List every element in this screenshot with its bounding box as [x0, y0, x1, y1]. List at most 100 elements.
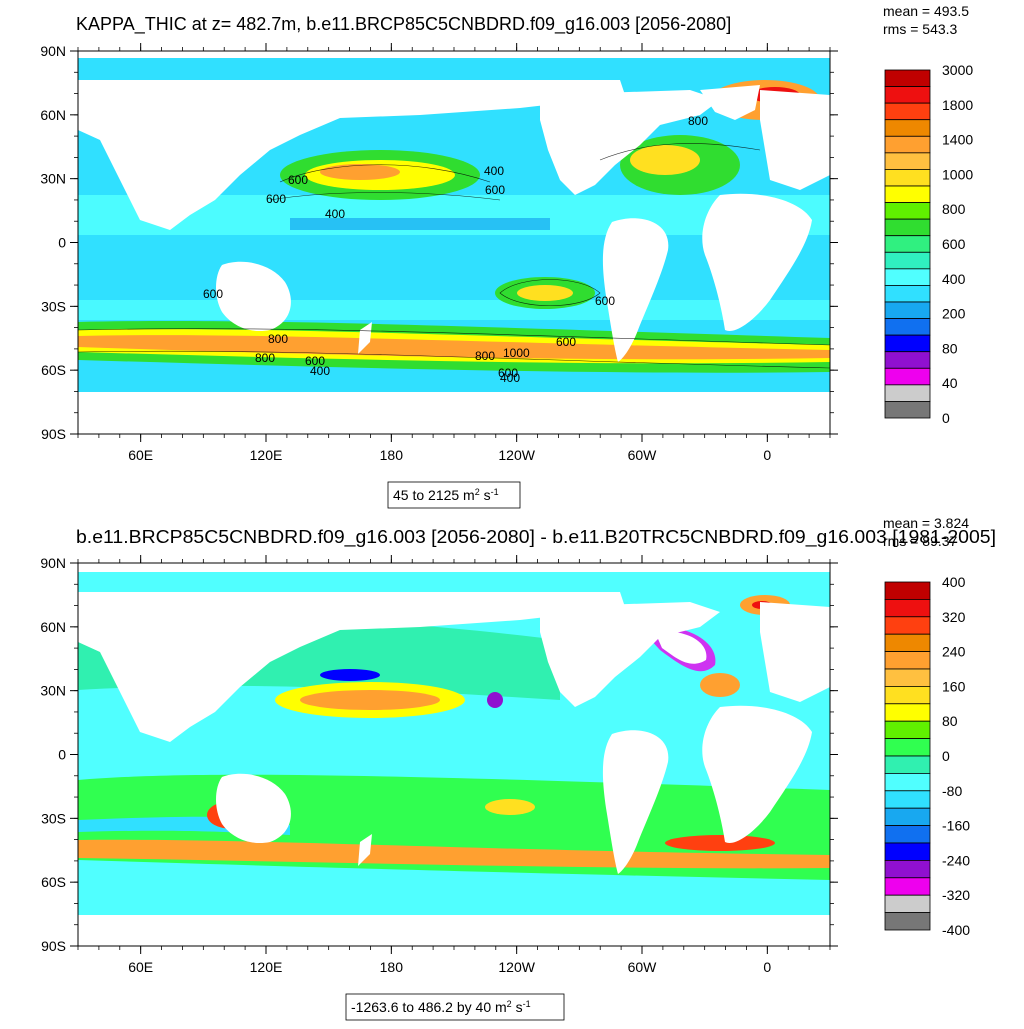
lon-tick-label: 60W: [628, 959, 658, 975]
colorbar-swatch: [884, 842, 931, 861]
colorbar-swatch: [884, 599, 931, 618]
colorbar-swatch: [884, 755, 931, 774]
colorbar-label: 240: [942, 644, 966, 660]
top-mean-label: mean = 493.5: [883, 3, 969, 19]
bottom-colorbar: 400 320 240 160 80 0 -80 -160 -240 -320 -400: [884, 574, 970, 938]
colorbar-swatch: [884, 185, 931, 203]
colorbar-label: -80: [942, 783, 962, 799]
colorbar-label: 600: [942, 236, 966, 252]
contour-label: 800: [255, 351, 275, 365]
colorbar-swatch: [884, 912, 931, 931]
colorbar-swatch: [884, 738, 931, 757]
lon-tick-label: 120W: [498, 959, 535, 975]
contour-label: 600: [595, 294, 615, 308]
contour-label: 600: [498, 366, 518, 380]
colorbar-swatch: [884, 825, 931, 844]
lat-tick-label: 30N: [40, 171, 66, 187]
lon-tick-label: 60E: [128, 959, 153, 975]
contour-label: 800: [688, 114, 708, 128]
contour-label: 400: [325, 207, 345, 221]
top-panel: KAPPA_THIC at z= 482.7m, b.e11.BRCP85C5C…: [40, 3, 973, 509]
top-panel-title: KAPPA_THIC at z= 482.7m, b.e11.BRCP85C5C…: [76, 14, 731, 35]
bottom-map-field: [78, 563, 830, 946]
colorbar-label: -400: [942, 922, 970, 938]
colorbar-swatch: [884, 285, 931, 303]
colorbar-swatch: [884, 668, 931, 687]
bottom-lat-axis: 90N 60N 30N 0 30S 60S 90S: [40, 555, 838, 954]
lon-tick-label: 60E: [128, 447, 153, 463]
colorbar-swatch: [884, 773, 931, 792]
lat-tick-label: 30S: [41, 298, 66, 314]
lon-tick-label: 180: [380, 959, 404, 975]
colorbar-swatch: [884, 860, 931, 879]
colorbar-swatch: [884, 367, 931, 386]
colorbar-swatch: [884, 894, 931, 914]
colorbar-label: 0: [942, 748, 950, 764]
contour-label: 400: [484, 164, 504, 178]
colorbar-swatch: [884, 218, 931, 237]
colorbar-label: 80: [942, 340, 958, 356]
colorbar-swatch: [884, 703, 931, 722]
lat-tick-label: 0: [58, 747, 66, 763]
colorbar-swatch: [884, 135, 931, 154]
lon-tick-label: 0: [763, 447, 771, 463]
lat-tick-label: 90S: [41, 426, 66, 442]
bottom-panel: mean = 3.824 rms = 89.37 b.e11.BRCP85C5C…: [40, 515, 996, 1021]
lat-tick-label: 60N: [40, 619, 66, 635]
top-lon-axis: 60E 120E 180 120W 60W 0: [77, 43, 831, 463]
colorbar-swatch: [884, 251, 931, 270]
colorbar-label: 80: [942, 713, 958, 729]
colorbar-label: -240: [942, 852, 970, 868]
colorbar-swatch: [884, 384, 931, 402]
top-rms-label: rms = 543.3: [883, 21, 958, 37]
bottom-range-caption: -1263.6 to 486.2 by 40 m2 s-1: [345, 993, 565, 1021]
contour-label: 600: [305, 354, 325, 368]
colorbar-swatch: [884, 581, 931, 600]
lat-tick-label: 60S: [41, 362, 66, 378]
lat-tick-label: 90S: [41, 938, 66, 954]
lat-tick-label: 30S: [41, 810, 66, 826]
lon-tick-label: 120W: [498, 447, 535, 463]
contour-label: 400: [310, 364, 330, 378]
colorbar-swatch: [884, 616, 931, 635]
contour-label: 1000: [503, 346, 530, 360]
bottom-mean-label: mean = 3.824: [883, 515, 969, 531]
bottom-lon-axis: 60E 120E 180 120W 60W 0: [77, 555, 831, 975]
lat-tick-label: 90N: [40, 555, 66, 571]
colorbar-swatch: [884, 119, 931, 137]
colorbar-swatch: [884, 268, 931, 286]
top-range-caption: 45 to 2125 m2 s-1: [387, 481, 521, 509]
contour-label: 600: [556, 335, 576, 349]
lon-tick-label: 180: [380, 447, 404, 463]
colorbar-label: -320: [942, 887, 970, 903]
colorbar-label: 160: [942, 678, 966, 694]
contour-label: 600: [266, 192, 286, 206]
colorbar-label: 320: [942, 609, 966, 625]
colorbar-label: -160: [942, 818, 970, 834]
lon-tick-label: 120E: [250, 447, 283, 463]
colorbar-swatch: [884, 790, 931, 809]
colorbar-swatch: [884, 102, 931, 121]
lat-tick-label: 60N: [40, 107, 66, 123]
colorbar-label: 1000: [942, 166, 973, 182]
contour-label: 800: [475, 349, 495, 363]
colorbar-swatch: [884, 235, 931, 253]
colorbar-label: 1800: [942, 97, 973, 113]
colorbar-swatch: [884, 69, 931, 87]
colorbar-label: 800: [942, 201, 966, 217]
colorbar-swatch: [884, 301, 931, 319]
lat-tick-label: 30N: [40, 683, 66, 699]
colorbar-swatch: [884, 169, 931, 187]
colorbar-swatch: [884, 651, 931, 670]
lat-tick-label: 0: [58, 235, 66, 251]
contour-label: 800: [268, 332, 288, 346]
colorbar-swatch: [884, 877, 931, 896]
lon-tick-label: 60W: [628, 447, 658, 463]
bottom-rms-label: rms = 89.37: [883, 533, 958, 549]
colorbar-swatch: [884, 334, 931, 353]
colorbar-swatch: [884, 720, 931, 740]
colorbar-label: 400: [942, 271, 966, 287]
colorbar-swatch: [884, 152, 931, 170]
contour-label: 600: [203, 287, 223, 301]
